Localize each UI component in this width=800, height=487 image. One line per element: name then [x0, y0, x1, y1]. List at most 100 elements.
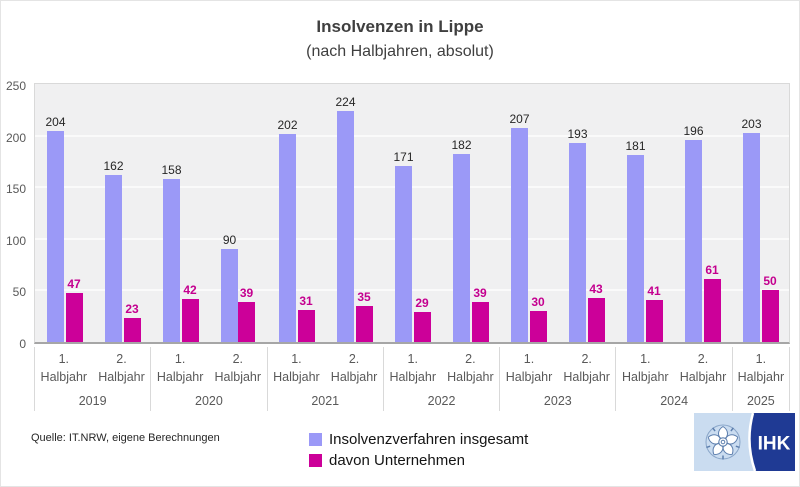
source-note: Quelle: IT.NRW, eigene Berechnungen [31, 432, 220, 444]
companies-value-label: 23 [125, 301, 139, 316]
gridline [35, 238, 789, 240]
total-column: 196 [683, 123, 704, 342]
total-column: 171 [393, 149, 414, 342]
year-group: 1. Halbjahr 2. Halbjahr 2019 [34, 347, 150, 411]
total-bar [221, 249, 238, 342]
companies-bar [413, 312, 431, 342]
halves-row: 1. Halbjahr 2. Halbjahr [616, 351, 731, 394]
total-value-label: 202 [277, 117, 298, 132]
legend-item: Insolvenzverfahren insgesamt [309, 431, 528, 448]
halves-row: 1. Halbjahr 2. Halbjahr [500, 351, 615, 394]
total-column: 224 [335, 95, 356, 342]
companies-value-label: 39 [473, 285, 487, 300]
bar-group: 171 29 [383, 84, 441, 342]
total-column: 204 [45, 114, 66, 342]
companies-value-label: 39 [239, 285, 254, 300]
half-label: 2. Halbjahr [679, 352, 727, 384]
half-label: 1. Halbjahr [40, 352, 88, 384]
total-column: 207 [509, 111, 530, 342]
y-tick-label: 200 [5, 131, 26, 145]
halves-row: 1. Halbjahr [733, 351, 789, 394]
total-value-label: 90 [222, 232, 237, 247]
bar-group: 224 35 [325, 84, 383, 342]
ihk-logo: IHK [694, 412, 795, 472]
companies-bar [65, 293, 83, 342]
y-axis: 0 50 100 150 200 250 [1, 79, 28, 351]
half-label: 2. Halbjahr [98, 352, 145, 384]
half-label: 1. Halbjahr [622, 352, 669, 384]
total-value-label: 171 [393, 149, 414, 164]
companies-value-label: 42 [183, 282, 197, 297]
companies-bar [238, 302, 255, 342]
total-column: 203 [741, 117, 762, 342]
page-subtitle: (nach Halbjahren, absolut) [306, 43, 494, 60]
gridline [35, 135, 789, 137]
total-value-label: 182 [451, 137, 472, 152]
year-group: 1. Halbjahr 2. Halbjahr 2024 [615, 347, 731, 411]
bar-group: 162 23 [93, 84, 151, 342]
year-group: 1. Halbjahr 2. Halbjahr 2022 [382, 347, 499, 411]
y-tick-label: 50 [12, 285, 26, 299]
half-label: 1. Halbjahr [389, 352, 436, 384]
companies-value-label: 61 [705, 262, 719, 277]
year-label: 2019 [78, 394, 107, 408]
companies-bar [529, 311, 547, 342]
half-label: 2. Halbjahr [447, 352, 494, 384]
year-label: 2022 [427, 394, 456, 408]
year-group: 1. Halbjahr 2. Halbjahr 2023 [499, 347, 615, 411]
bar-group: 203 50 [731, 84, 789, 342]
year-group: 1. Halbjahr 2025 [731, 347, 790, 411]
y-tick-label: 150 [5, 182, 26, 196]
companies-bar [645, 300, 663, 342]
companies-column: 35 [355, 290, 373, 342]
companies-bar [123, 318, 141, 342]
halves-row: 1. Halbjahr 2. Halbjahr [268, 351, 383, 394]
half-label: 1. Halbjahr [737, 352, 785, 384]
companies-value-label: 43 [589, 281, 603, 296]
total-bar [279, 134, 296, 342]
total-value-label: 204 [45, 114, 66, 129]
companies-column: 42 [181, 282, 199, 342]
bar-group: 193 43 [557, 84, 615, 342]
companies-value-label: 30 [531, 294, 545, 309]
half-label: 1. Halbjahr [273, 352, 320, 384]
companies-bar [761, 290, 779, 342]
companies-column: 47 [65, 277, 83, 342]
bar-group: 158 42 [151, 84, 209, 342]
chart-plot-area: 204 47 162 23 158 42 90 39 202 31 224 35 171 29 182 39 2… [34, 83, 790, 344]
legend-swatch-icon [309, 433, 322, 446]
legend: Insolvenzverfahren insgesamt davon Untern… [309, 431, 528, 469]
year-group: 1. Halbjahr 2. Halbjahr 2020 [150, 347, 266, 411]
companies-bar [355, 306, 373, 342]
total-bar [395, 166, 412, 342]
bar-group: 90 39 [209, 84, 267, 342]
bar-group: 202 31 [267, 84, 325, 342]
companies-bar [471, 302, 489, 342]
companies-column: 39 [238, 285, 255, 342]
total-bar [569, 143, 586, 342]
half-label: 1. Halbjahr [156, 352, 204, 384]
x-axis: 1. Halbjahr 2. Halbjahr 2019 1. Halbjahr 2. Halb… [34, 347, 790, 411]
y-tick-label: 250 [5, 79, 26, 93]
total-bar [511, 128, 528, 342]
total-bar [105, 175, 122, 342]
total-value-label: 207 [509, 111, 530, 126]
total-column: 182 [451, 137, 472, 342]
total-bar [627, 155, 644, 342]
companies-bar [297, 310, 315, 342]
companies-value-label: 31 [299, 293, 313, 308]
total-column: 158 [161, 162, 182, 342]
legend-swatch-icon [309, 454, 322, 467]
gridline [35, 186, 789, 188]
companies-bar [587, 298, 605, 342]
ihk-logo-text: IHK [758, 434, 791, 455]
total-bar [163, 179, 180, 342]
year-label: 2021 [311, 394, 340, 408]
bar-group: 204 47 [35, 84, 93, 342]
total-value-label: 158 [161, 162, 182, 177]
half-label: 2. Halbjahr [214, 352, 262, 384]
total-value-label: 196 [683, 123, 704, 138]
total-value-label: 181 [625, 138, 646, 153]
bar-group: 181 41 [615, 84, 673, 342]
companies-column: 31 [297, 293, 315, 342]
